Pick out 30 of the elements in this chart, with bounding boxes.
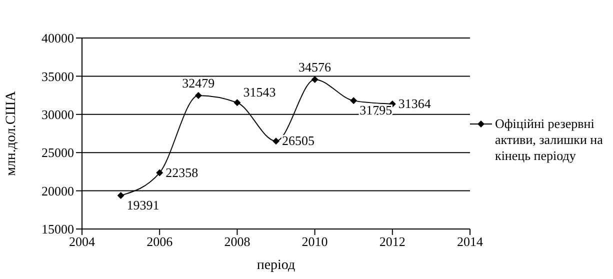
y-tick-label: 25000 (42, 145, 74, 160)
data-label: 19391 (126, 197, 160, 212)
point (350, 97, 358, 104)
point (311, 76, 318, 83)
point (272, 138, 280, 145)
y-tick-label: 20000 (42, 183, 74, 198)
data-label: 31364 (398, 96, 432, 111)
legend-label: Офіційні резервні активи, залишки на кінець періоду (495, 116, 604, 164)
point (156, 169, 164, 176)
point (117, 192, 124, 199)
point (194, 92, 202, 99)
data-label: 26505 (282, 133, 314, 148)
x-tick-label: 2010 (302, 234, 328, 250)
y-tick-label: 40000 (42, 30, 74, 46)
x-tick-label: 2014 (457, 234, 484, 250)
data-label: 22358 (166, 164, 198, 180)
point (234, 99, 241, 106)
x-tick-label: 2006 (146, 234, 174, 250)
x-tick-label: 2004 (69, 234, 96, 250)
y-axis-title: млн.дол.США (4, 90, 19, 176)
y-tick-label: 30000 (42, 107, 74, 122)
x-tick-label: 2008 (224, 234, 250, 250)
x-axis-title: період (256, 258, 296, 273)
data-label: 31795 (360, 102, 392, 118)
y-tick-label: 35000 (42, 68, 74, 84)
x-tick-label: 2012 (379, 234, 406, 250)
data-label: 34576 (298, 59, 332, 74)
y-tick-label: 15000 (42, 222, 74, 237)
data-label: 32479 (182, 75, 215, 90)
data-label: 31543 (243, 84, 276, 100)
